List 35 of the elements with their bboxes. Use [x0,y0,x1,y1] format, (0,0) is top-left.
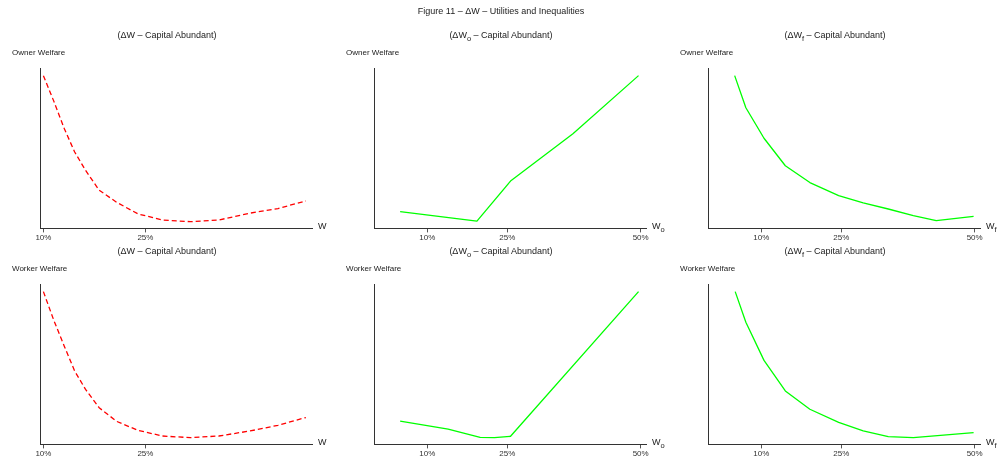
y-axis-title: Owner Welfare [346,48,400,57]
y-axis-title: Worker Welfare [680,264,736,273]
x-axis-title: W$_{f}$ [986,437,997,451]
x-tick-label: 25% [499,233,516,243]
chart-title: (ΔW$_{f}$ – Capital Abundant) [783,246,887,259]
y-axis-title: Owner Welfare [12,48,66,57]
x-axis-title: W$_{f}$ [986,221,997,235]
x-tick-label: 10% [753,233,770,243]
y-axis-title: Worker Welfare [346,264,402,273]
x-tick-label: 25% [833,233,850,243]
x-axis-title: W [318,437,327,448]
x-axis-title: W [318,221,327,232]
x-tick-label: 50% [966,449,983,459]
y-axis-title: Owner Welfare [680,48,734,57]
x-axis-title: W$_{o}$ [652,221,665,235]
x-axis-title: W$_{o}$ [652,437,665,451]
x-tick-label: 10% [35,233,52,243]
x-tick-label: 25% [137,449,154,459]
caption: Figure 11 – ΔW – Utilities and Inequalities [416,6,586,16]
x-tick-label: 10% [35,449,52,459]
chart-title: (ΔW$_{o}$ – Capital Abundant) [448,30,554,43]
x-tick-label: 10% [419,449,436,459]
x-tick-label: 50% [632,449,649,459]
chart-title: (ΔW – Capital Abundant) [116,246,218,256]
x-tick-label: 25% [833,449,850,459]
chart-title: (ΔW$_{o}$ – Capital Abundant) [448,246,554,259]
chart-title: (ΔW – Capital Abundant) [116,30,218,40]
x-tick-label: 10% [419,233,436,243]
x-tick-label: 10% [753,449,770,459]
chart-title: (ΔW$_{f}$ – Capital Abundant) [783,30,887,43]
x-tick-label: 50% [632,233,649,243]
x-tick-label: 25% [499,449,516,459]
x-tick-label: 25% [137,233,154,243]
y-axis-title: Worker Welfare [12,264,68,273]
x-tick-label: 50% [966,233,983,243]
